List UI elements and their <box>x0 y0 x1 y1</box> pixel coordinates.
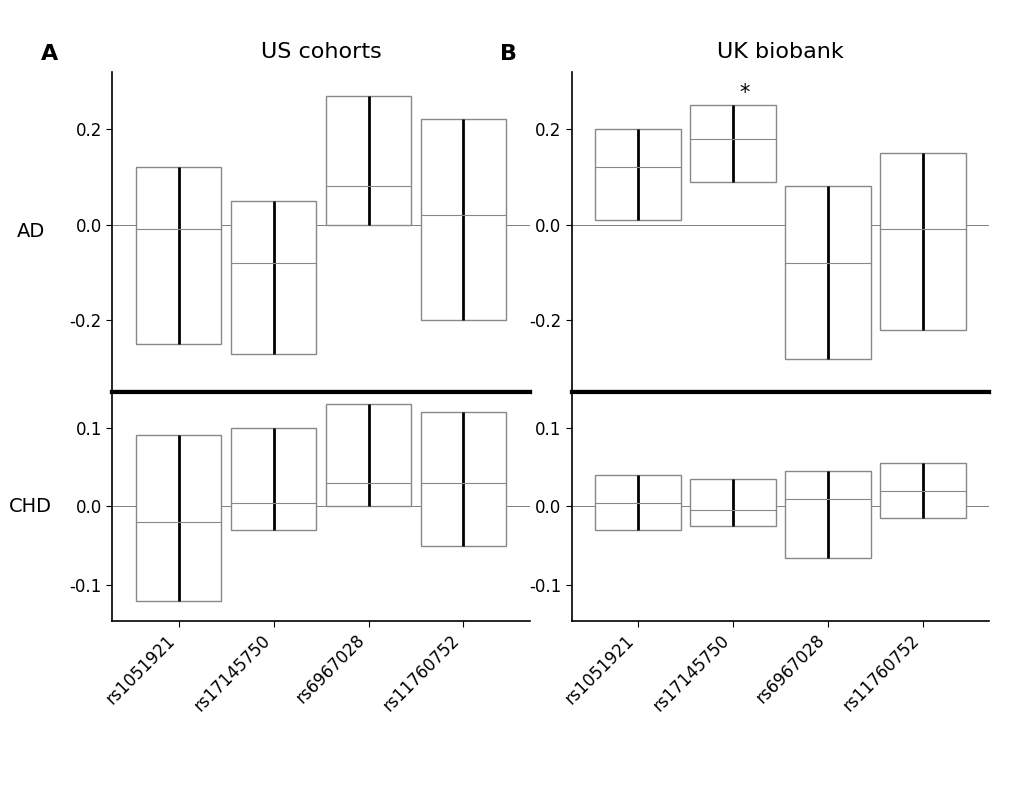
Bar <box>420 119 505 320</box>
Bar <box>690 105 775 181</box>
Title: UK biobank: UK biobank <box>716 41 843 62</box>
Bar <box>136 435 221 601</box>
Bar <box>325 96 411 224</box>
Y-axis label: AD: AD <box>16 222 45 241</box>
Bar <box>325 404 411 506</box>
Text: A: A <box>41 44 58 64</box>
Bar <box>690 479 775 526</box>
Text: B: B <box>499 44 517 64</box>
Bar <box>595 475 681 530</box>
Title: US cohorts: US cohorts <box>261 41 381 62</box>
Bar <box>136 167 221 344</box>
Bar <box>420 412 505 546</box>
Text: *: * <box>739 83 749 103</box>
Y-axis label: CHD: CHD <box>9 497 52 516</box>
Bar <box>785 186 870 358</box>
Bar <box>230 427 316 530</box>
Bar <box>230 201 316 353</box>
Bar <box>879 153 965 330</box>
Bar <box>785 471 870 558</box>
Bar <box>879 463 965 518</box>
Bar <box>595 129 681 220</box>
